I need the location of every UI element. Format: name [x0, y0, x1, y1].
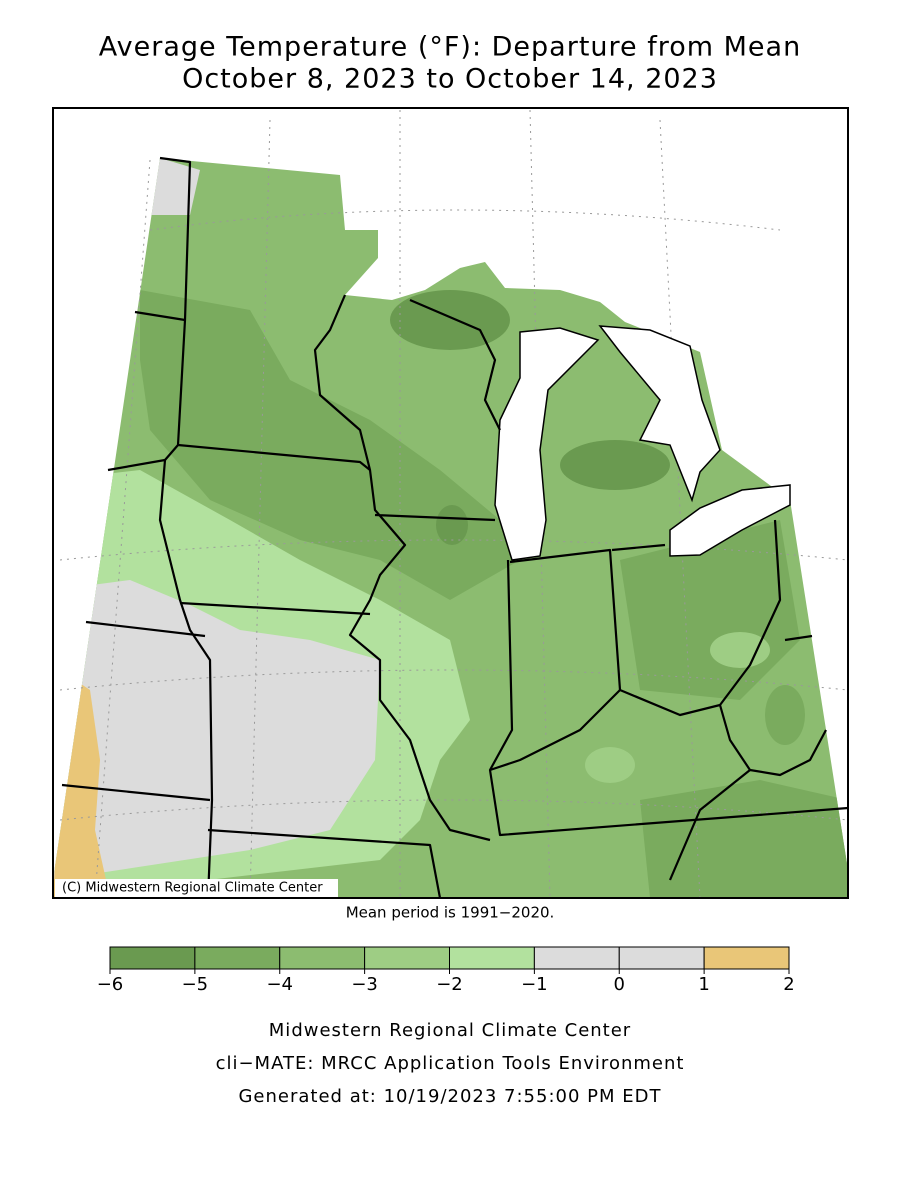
colorbar-bin — [618, 946, 705, 970]
colorbar-tick-label: −5 — [182, 974, 209, 995]
lakes — [494, 325, 791, 561]
colorbar-tick-label: −3 — [351, 974, 378, 995]
mean-period-note: Mean period is 1991−2020. — [346, 904, 555, 922]
colorbar-tick-label: 1 — [698, 974, 709, 995]
subtitle: October 8, 2023 to October 14, 2023 — [182, 64, 718, 95]
colorbar-tick-label: 2 — [783, 974, 794, 995]
field-darkest — [436, 505, 468, 545]
field-dark — [640, 780, 848, 898]
field-darkest — [390, 290, 510, 350]
field-mid-light — [585, 747, 635, 783]
field-dark — [140, 290, 520, 600]
field-mid-light — [710, 632, 770, 668]
colorbar-tick-label: −1 — [521, 974, 548, 995]
colorbar-tick-label: −4 — [266, 974, 293, 995]
colorbar-tick-label: 0 — [614, 974, 625, 995]
credit-box — [55, 879, 338, 897]
footer-line: Generated at: 10/19/2023 7:55:00 PM EDT — [238, 1086, 661, 1107]
colorbar-bin — [703, 946, 790, 970]
map-frame — [52, 107, 849, 899]
colorbar-tick-label: −2 — [436, 974, 463, 995]
colorbar-bin — [364, 946, 450, 970]
title: Average Temperature (°F): Departure from… — [99, 32, 801, 63]
colorbar-bin — [279, 946, 366, 970]
colorbar-tick-label: −6 — [97, 974, 124, 995]
colorbar-bin — [194, 946, 281, 970]
field-gray-north — [150, 158, 200, 215]
footer-line: Midwestern Regional Climate Center — [269, 1020, 631, 1041]
colorbar-bin — [449, 946, 535, 970]
colorbar: −6 −5 −4 −3 −2 −1 0 1 2 — [97, 946, 795, 995]
footer-line: cli−MATE: MRCC Application Tools Environ… — [216, 1053, 685, 1074]
colorbar-bin — [533, 946, 620, 970]
field-dark — [765, 685, 805, 745]
grid — [59, 109, 849, 899]
map: (C) Midwestern Regional Climate Center M… — [52, 107, 849, 922]
field-darkest — [560, 440, 670, 490]
credit: (C) Midwestern Regional Climate Center — [62, 881, 323, 896]
state-borders — [61, 156, 849, 899]
field-gray — [53, 580, 380, 880]
colorbar-bin — [109, 946, 196, 970]
